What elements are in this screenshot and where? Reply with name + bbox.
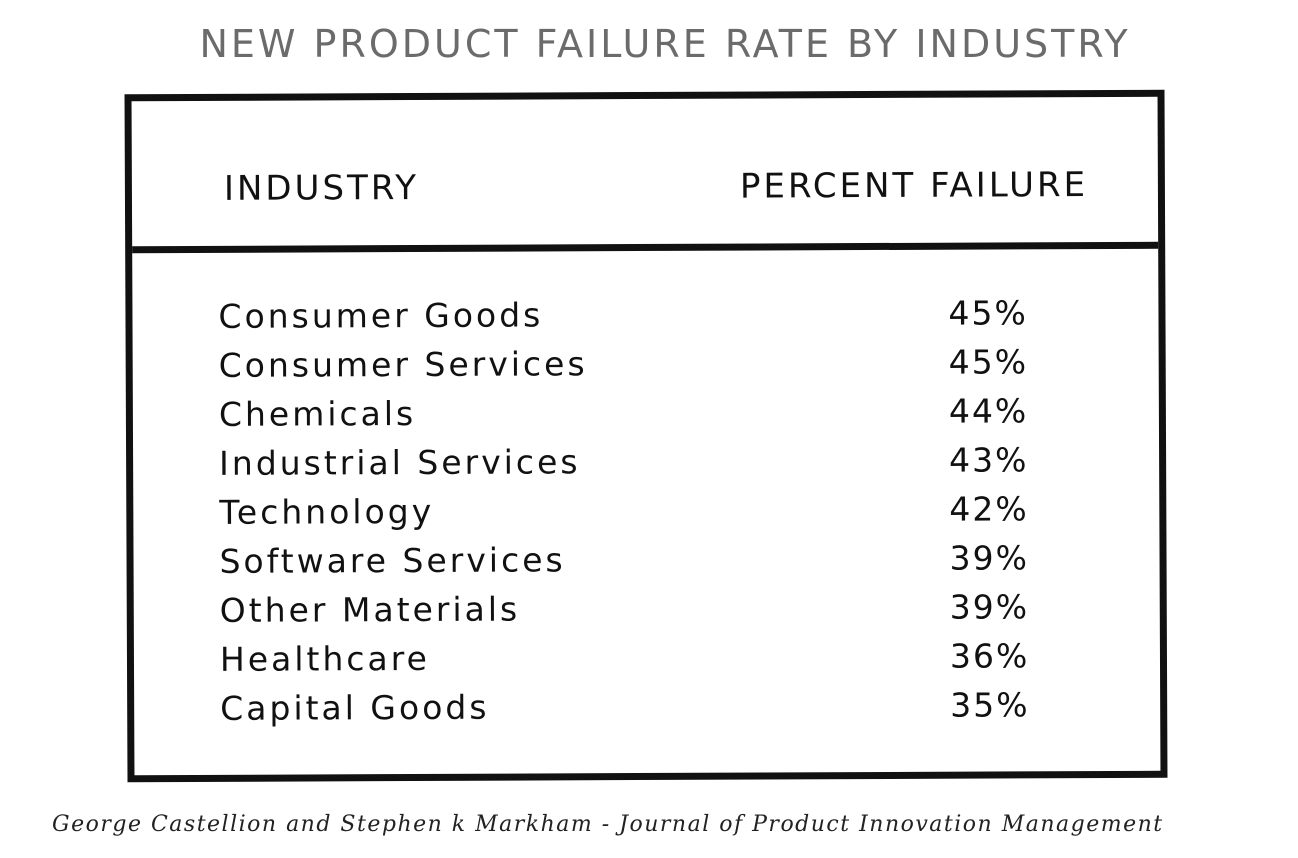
percent-failure-cell: 39% — [949, 587, 1030, 627]
industry-cell: Capital Goods — [220, 687, 490, 728]
percent-failure-cell: 39% — [949, 538, 1029, 578]
percent-failure-cell: 42% — [949, 489, 1029, 529]
industry-cell: Healthcare — [219, 638, 430, 679]
table-row: Industrial Services 43% — [133, 440, 1159, 490]
industry-cell: Consumer Services — [218, 344, 588, 385]
percent-failure-cell: 44% — [948, 391, 1029, 431]
table-row: Consumer Services 45% — [133, 342, 1159, 392]
table-row: Capital Goods 35% — [134, 685, 1160, 735]
column-header-percent-failure: PERCENT FAILURE — [739, 165, 1089, 207]
percent-failure-cell: 45% — [948, 342, 1029, 382]
percent-failure-cell: 35% — [950, 685, 1030, 725]
table-row: Technology 42% — [133, 489, 1159, 539]
percent-failure-cell: 43% — [949, 440, 1029, 480]
industry-cell: Technology — [219, 491, 435, 532]
table-body: Consumer Goods 45% Consumer Services 45% Che… — [132, 293, 1158, 728]
table-row: Consumer Goods 45% — [132, 293, 1158, 343]
failure-rate-table: INDUSTRY PERCENT FAILURE Consumer Goods 4… — [124, 89, 1168, 783]
industry-cell: Other Materials — [219, 589, 521, 630]
chart-title: NEW PRODUCT FAILURE RATE BY INDUSTRY — [199, 22, 1131, 66]
industry-cell: Software Services — [219, 540, 566, 581]
source-citation: George Castellion and Stephen k Markham … — [52, 812, 1164, 837]
table-row: Chemicals 44% — [133, 391, 1159, 441]
percent-failure-cell: 45% — [948, 293, 1028, 333]
percent-failure-cell: 36% — [949, 636, 1030, 676]
table-row: Other Materials 39% — [134, 587, 1160, 637]
table-row: Healthcare 36% — [134, 636, 1160, 686]
industry-cell: Industrial Services — [219, 442, 581, 483]
industry-cell: Consumer Goods — [218, 295, 544, 336]
column-header-industry: INDUSTRY — [223, 167, 420, 209]
table-header-row: INDUSTRY PERCENT FAILURE — [131, 96, 1159, 254]
table-row: Software Services 39% — [133, 538, 1159, 588]
industry-cell: Chemicals — [218, 394, 417, 434]
